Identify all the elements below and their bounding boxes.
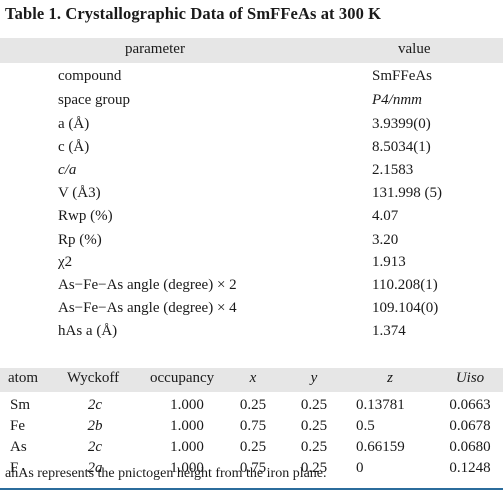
param-label: As−Fe−As angle (degree) × 2 xyxy=(58,277,237,293)
atom-cell: F xyxy=(10,460,19,476)
occupancy-cell: 1.000 xyxy=(170,397,204,413)
param-label: hAs a (Å) xyxy=(58,323,118,339)
atom-row: Fe 2b 1.000 0.75 0.25 0.5 0.0678 xyxy=(0,416,503,438)
param-label: c (Å) xyxy=(58,139,90,155)
x-cell: 0.25 xyxy=(239,397,267,413)
y-cell: 0.25 xyxy=(300,418,328,434)
atom-row: As 2c 1.000 0.25 0.25 0.66159 0.0680 xyxy=(0,437,503,459)
occupancy-cell: 1.000 xyxy=(170,439,204,455)
param-row: c/a 2.1583 xyxy=(0,160,503,183)
param-value: 109.104(0) xyxy=(372,300,439,316)
atom-cell: Fe xyxy=(10,418,25,434)
uiso-cell: 0.0678 xyxy=(449,418,491,434)
param-value: 110.208(1) xyxy=(372,277,438,293)
wyckoff-cell: 2c xyxy=(87,397,103,413)
param-value: 3.20 xyxy=(372,232,399,248)
param-row: c (Å) 8.5034(1) xyxy=(0,137,503,160)
atom-row: F 2a 1.000 0.75 0.25 0 0.1248 xyxy=(0,458,503,480)
wyckoff-cell: 2c xyxy=(87,439,103,455)
param-value: SmFFeAs xyxy=(372,68,433,84)
z-cell: 0 xyxy=(356,460,364,476)
z-column-header: z xyxy=(387,370,393,386)
param-label: Rp (%) xyxy=(58,232,102,248)
occupancy-column-header: occupancy xyxy=(150,370,215,386)
atom-header-row: atom Wyckoff occupancy x y z Uiso xyxy=(0,368,503,392)
uiso-cell: 0.0680 xyxy=(449,439,491,455)
param-row: V (Å3) 131.998 (5) xyxy=(0,183,503,206)
param-row: space group P4/nmm xyxy=(0,90,503,113)
param-value: 4.07 xyxy=(372,208,399,224)
uiso-column-header: Uiso xyxy=(455,370,485,386)
table-title: Table 1. Crystallographic Data of SmFFeA… xyxy=(5,4,382,23)
atom-column-header: atom xyxy=(8,370,38,386)
param-value: 2.1583 xyxy=(372,162,414,178)
z-cell: 0.13781 xyxy=(356,397,405,413)
x-cell: 0.75 xyxy=(239,460,267,476)
y-column-header: y xyxy=(310,370,318,386)
param-row: a (Å) 3.9399(0) xyxy=(0,114,503,137)
uiso-cell: 0.0663 xyxy=(449,397,491,413)
param-label: c/a xyxy=(58,162,77,178)
atom-cell: As xyxy=(10,439,27,455)
param-row: hAs a (Å) 1.374 xyxy=(0,321,503,344)
param-value: 1.374 xyxy=(372,323,406,339)
wyckoff-cell: 2a xyxy=(87,460,103,476)
param-label: Rwp (%) xyxy=(58,208,113,224)
z-cell: 0.66159 xyxy=(356,439,405,455)
param-value: 1.913 xyxy=(372,254,406,270)
wyckoff-column-header: Wyckoff xyxy=(67,370,120,386)
param-row: Rwp (%) 4.07 xyxy=(0,206,503,229)
x-column-header: x xyxy=(249,370,257,386)
param-value: P4/nmm xyxy=(372,92,422,108)
x-cell: 0.75 xyxy=(239,418,267,434)
y-cell: 0.25 xyxy=(300,460,328,476)
param-row: χ2 1.913 xyxy=(0,252,503,275)
table-footnote: ahAs represents the pnictogen height fro… xyxy=(5,466,327,481)
param-row: As−Fe−As angle (degree) × 2 110.208(1) xyxy=(0,275,503,298)
param-row: Rp (%) 3.20 xyxy=(0,230,503,253)
x-cell: 0.25 xyxy=(239,439,267,455)
z-cell: 0.5 xyxy=(356,418,375,434)
y-cell: 0.25 xyxy=(300,397,328,413)
param-label: space group xyxy=(58,92,131,108)
uiso-cell: 0.1248 xyxy=(449,460,491,476)
param-value: 8.5034(1) xyxy=(372,139,431,155)
param-value: 131.998 (5) xyxy=(372,185,442,201)
atom-row: Sm 2c 1.000 0.25 0.25 0.13781 0.0663 xyxy=(0,395,503,417)
param-value: 3.9399(0) xyxy=(372,116,431,132)
parameter-column-header: parameter xyxy=(125,41,185,57)
param-label: χ2 xyxy=(58,254,73,270)
parameter-header-row: parameter value xyxy=(0,38,503,63)
y-cell: 0.25 xyxy=(300,439,328,455)
param-label: compound xyxy=(58,68,122,84)
param-row: compound SmFFeAs xyxy=(0,66,503,89)
occupancy-cell: 1.000 xyxy=(170,460,204,476)
wyckoff-cell: 2b xyxy=(87,418,103,434)
param-row: As−Fe−As angle (degree) × 4 109.104(0) xyxy=(0,298,503,321)
bottom-rule xyxy=(0,488,503,490)
value-column-header: value xyxy=(398,41,431,57)
occupancy-cell: 1.000 xyxy=(170,418,204,434)
param-label: a (Å) xyxy=(58,116,90,132)
atom-cell: Sm xyxy=(10,397,31,413)
param-label: V (Å3) xyxy=(58,185,101,201)
param-label: As−Fe−As angle (degree) × 4 xyxy=(58,300,237,316)
